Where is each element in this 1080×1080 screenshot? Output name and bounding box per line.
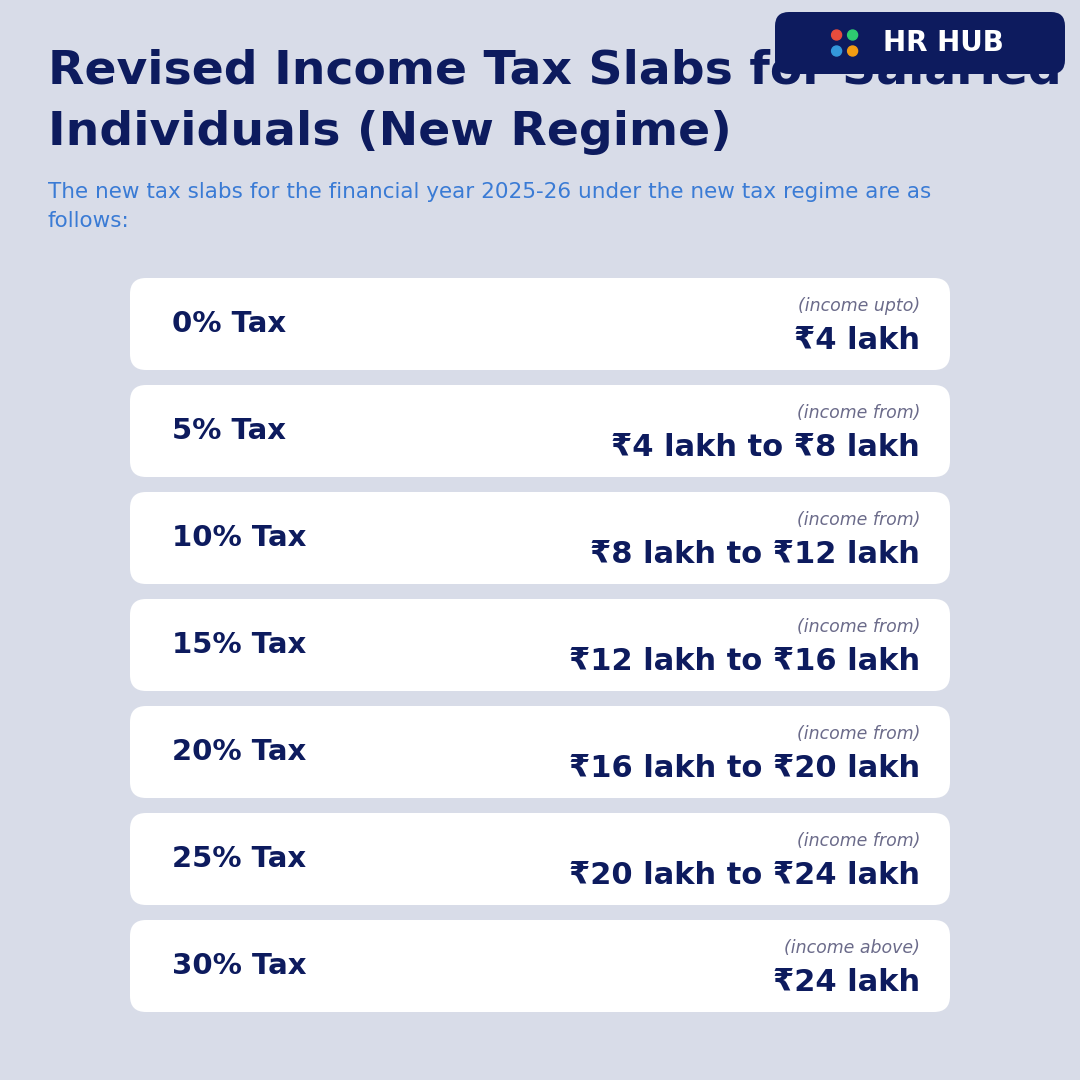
Text: ₹8 lakh to ₹12 lakh: ₹8 lakh to ₹12 lakh [590,540,920,569]
FancyBboxPatch shape [130,492,950,584]
Text: 30% Tax: 30% Tax [172,951,307,980]
Text: ₹4 lakh to ₹8 lakh: ₹4 lakh to ₹8 lakh [611,433,920,462]
FancyBboxPatch shape [130,920,950,1012]
Text: Revised Income Tax Slabs for Salaried: Revised Income Tax Slabs for Salaried [48,48,1062,93]
FancyBboxPatch shape [130,706,950,798]
Text: (income from): (income from) [797,832,920,850]
FancyBboxPatch shape [130,813,950,905]
Circle shape [832,46,841,56]
Text: ₹20 lakh to ₹24 lakh: ₹20 lakh to ₹24 lakh [569,861,920,890]
Text: HR HUB: HR HUB [882,29,1003,57]
Circle shape [832,30,841,40]
FancyBboxPatch shape [130,278,950,370]
Text: 10% Tax: 10% Tax [172,524,307,552]
Text: 5% Tax: 5% Tax [172,417,286,445]
Text: ₹12 lakh to ₹16 lakh: ₹12 lakh to ₹16 lakh [569,647,920,676]
Text: ₹24 lakh: ₹24 lakh [773,968,920,997]
Text: Individuals (New Regime): Individuals (New Regime) [48,110,732,156]
Text: (income upto): (income upto) [798,297,920,314]
Text: 25% Tax: 25% Tax [172,845,306,873]
Text: 0% Tax: 0% Tax [172,310,286,338]
Text: (income from): (income from) [797,618,920,636]
Text: The new tax slabs for the financial year 2025-26 under the new tax regime are as: The new tax slabs for the financial year… [48,183,931,231]
Text: 20% Tax: 20% Tax [172,738,307,766]
Circle shape [848,46,858,56]
FancyBboxPatch shape [130,599,950,691]
FancyBboxPatch shape [130,384,950,477]
Circle shape [848,30,858,40]
Text: 15% Tax: 15% Tax [172,631,307,659]
Text: ₹16 lakh to ₹20 lakh: ₹16 lakh to ₹20 lakh [569,754,920,783]
Text: (income from): (income from) [797,725,920,743]
Text: (income from): (income from) [797,511,920,528]
Text: (income above): (income above) [784,939,920,957]
Text: (income from): (income from) [797,404,920,421]
Text: ₹4 lakh: ₹4 lakh [794,326,920,355]
FancyBboxPatch shape [775,12,1065,75]
